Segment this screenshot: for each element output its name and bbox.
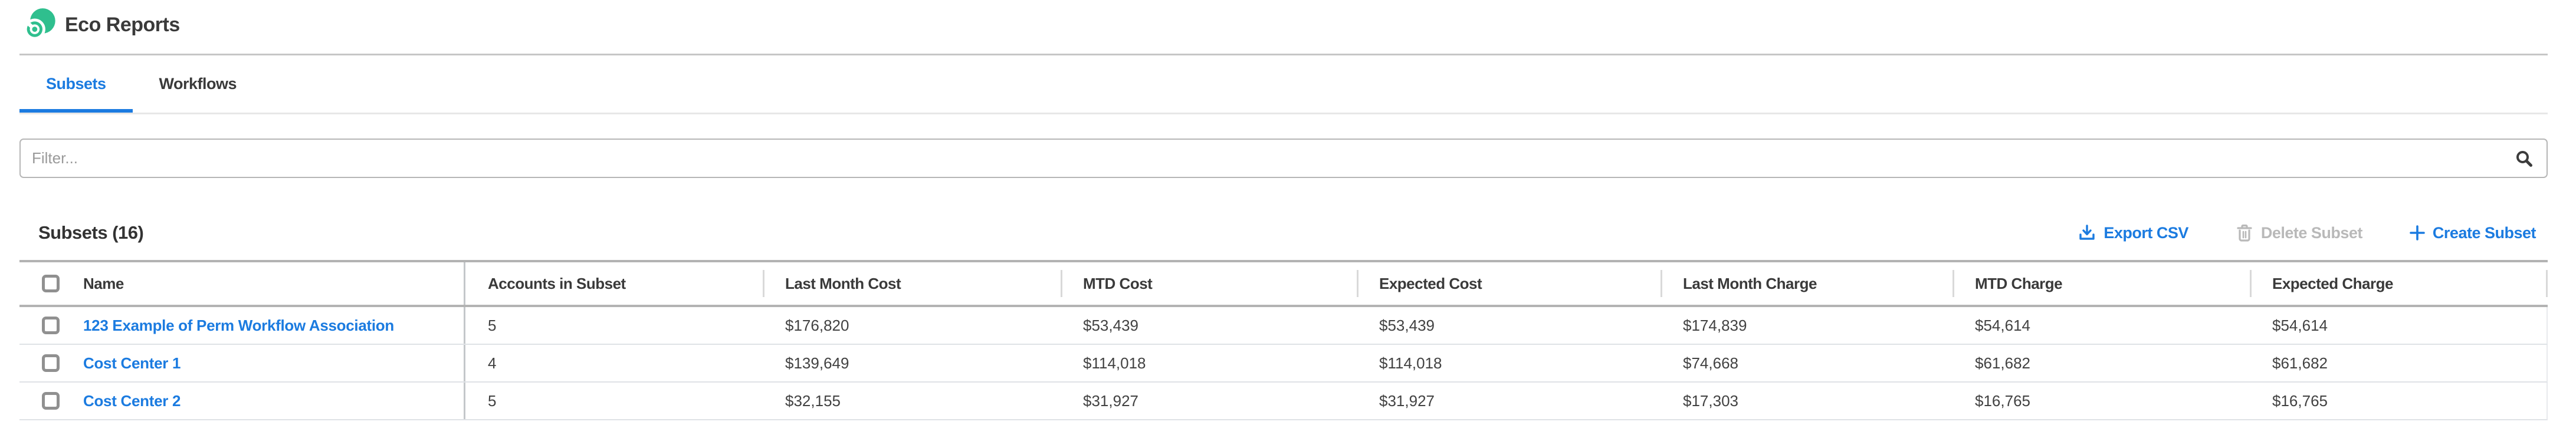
delete-subset-button[interactable]: Delete Subset xyxy=(2236,223,2362,242)
cell-accounts: 4 xyxy=(464,345,763,381)
cell-last-month-charge: $74,668 xyxy=(1683,354,1738,372)
cell-mtd-cost: $114,018 xyxy=(1083,354,1146,372)
column-header-name: Name xyxy=(83,274,124,292)
subset-link[interactable]: Cost Center 1 xyxy=(83,354,181,372)
cell-last-month-charge: $17,303 xyxy=(1683,391,1738,410)
filter-input[interactable] xyxy=(19,139,2548,178)
export-csv-button[interactable]: Export CSV xyxy=(2078,224,2188,242)
cell-name: Cost Center 1 xyxy=(83,345,464,381)
column-header-last-month-charge: Last Month Charge xyxy=(1661,262,1952,305)
download-icon xyxy=(2079,225,2095,240)
cell-name: Cost Center 2 xyxy=(83,383,464,419)
select-all-cell xyxy=(19,262,83,305)
cell-mtd-charge: $54,614 xyxy=(1975,316,2030,334)
create-subset-button[interactable]: Create Subset xyxy=(2410,224,2536,242)
cell-mtd-charge: $61,682 xyxy=(1975,354,2030,372)
table-row: 123 Example of Perm Workflow Association… xyxy=(19,307,2548,345)
cell-last-month-cost: $139,649 xyxy=(785,354,849,372)
tab-bar: Subsets Workflows xyxy=(19,55,2548,114)
export-csv-label: Export CSV xyxy=(2104,223,2188,242)
app-header: Eco Reports xyxy=(19,0,2548,55)
cell-expected-charge: $16,765 xyxy=(2272,391,2328,410)
eco-logo-icon xyxy=(23,8,55,40)
cell-accounts: 5 xyxy=(464,307,763,344)
cell-accounts: 5 xyxy=(464,383,763,419)
plus-icon xyxy=(2410,225,2425,240)
row-checkbox[interactable] xyxy=(42,392,60,410)
cell-last-month-charge: $174,839 xyxy=(1683,316,1747,334)
create-subset-label: Create Subset xyxy=(2432,223,2536,242)
filter-bar xyxy=(19,139,2548,178)
row-select-cell xyxy=(19,383,83,419)
column-header-expected-charge: Expected Charge xyxy=(2250,262,2548,305)
cell-mtd-charge: $16,765 xyxy=(1975,391,2030,410)
page-title: Eco Reports xyxy=(65,14,180,36)
row-select-cell xyxy=(19,307,83,344)
cell-expected-cost: $31,927 xyxy=(1379,391,1435,410)
subsets-table: Name Accounts in Subset Last Month Cost … xyxy=(19,260,2548,420)
trash-icon xyxy=(2237,224,2252,242)
row-checkbox[interactable] xyxy=(42,317,60,334)
cell-mtd-cost: $53,439 xyxy=(1083,316,1138,334)
row-select-cell xyxy=(19,345,83,381)
tab-subsets[interactable]: Subsets xyxy=(19,55,133,113)
row-checkbox[interactable] xyxy=(42,354,60,372)
table-row: Cost Center 1 4 $139,649 $114,018 $114,0… xyxy=(19,345,2548,383)
cell-expected-charge: $61,682 xyxy=(2272,354,2328,372)
cell-expected-charge: $54,614 xyxy=(2272,316,2328,334)
cell-mtd-cost: $31,927 xyxy=(1083,391,1138,410)
cell-expected-cost: $114,018 xyxy=(1379,354,1442,372)
column-header-mtd-cost: MTD Cost xyxy=(1061,262,1357,305)
delete-subset-label: Delete Subset xyxy=(2260,223,2363,242)
column-header-mtd-charge: MTD Charge xyxy=(1952,262,2250,305)
table-header-row: Name Accounts in Subset Last Month Cost … xyxy=(19,262,2548,307)
search-icon[interactable] xyxy=(2515,149,2534,168)
subset-link[interactable]: 123 Example of Perm Workflow Association xyxy=(83,316,394,334)
tab-workflows[interactable]: Workflows xyxy=(159,75,237,93)
cell-last-month-cost: $176,820 xyxy=(785,316,849,334)
column-header-last-month-cost: Last Month Cost xyxy=(763,262,1061,305)
select-all-checkbox[interactable] xyxy=(42,275,60,292)
toolbar-actions: Export CSV Delete Subset Create Subset xyxy=(2078,223,2536,242)
column-header-expected-cost: Expected Cost xyxy=(1357,262,1661,305)
subsets-toolbar: Subsets (16) Export CSV Delete Subset xyxy=(19,220,2548,245)
cell-name: 123 Example of Perm Workflow Association xyxy=(83,307,464,344)
column-header-accounts: Accounts in Subset xyxy=(464,262,763,305)
subset-link[interactable]: Cost Center 2 xyxy=(83,391,181,410)
subsets-count-heading: Subsets (16) xyxy=(38,222,144,243)
table-row: Cost Center 2 5 $32,155 $31,927 $31,927 … xyxy=(19,383,2548,420)
cell-last-month-cost: $32,155 xyxy=(785,391,841,410)
cell-expected-cost: $53,439 xyxy=(1379,316,1435,334)
